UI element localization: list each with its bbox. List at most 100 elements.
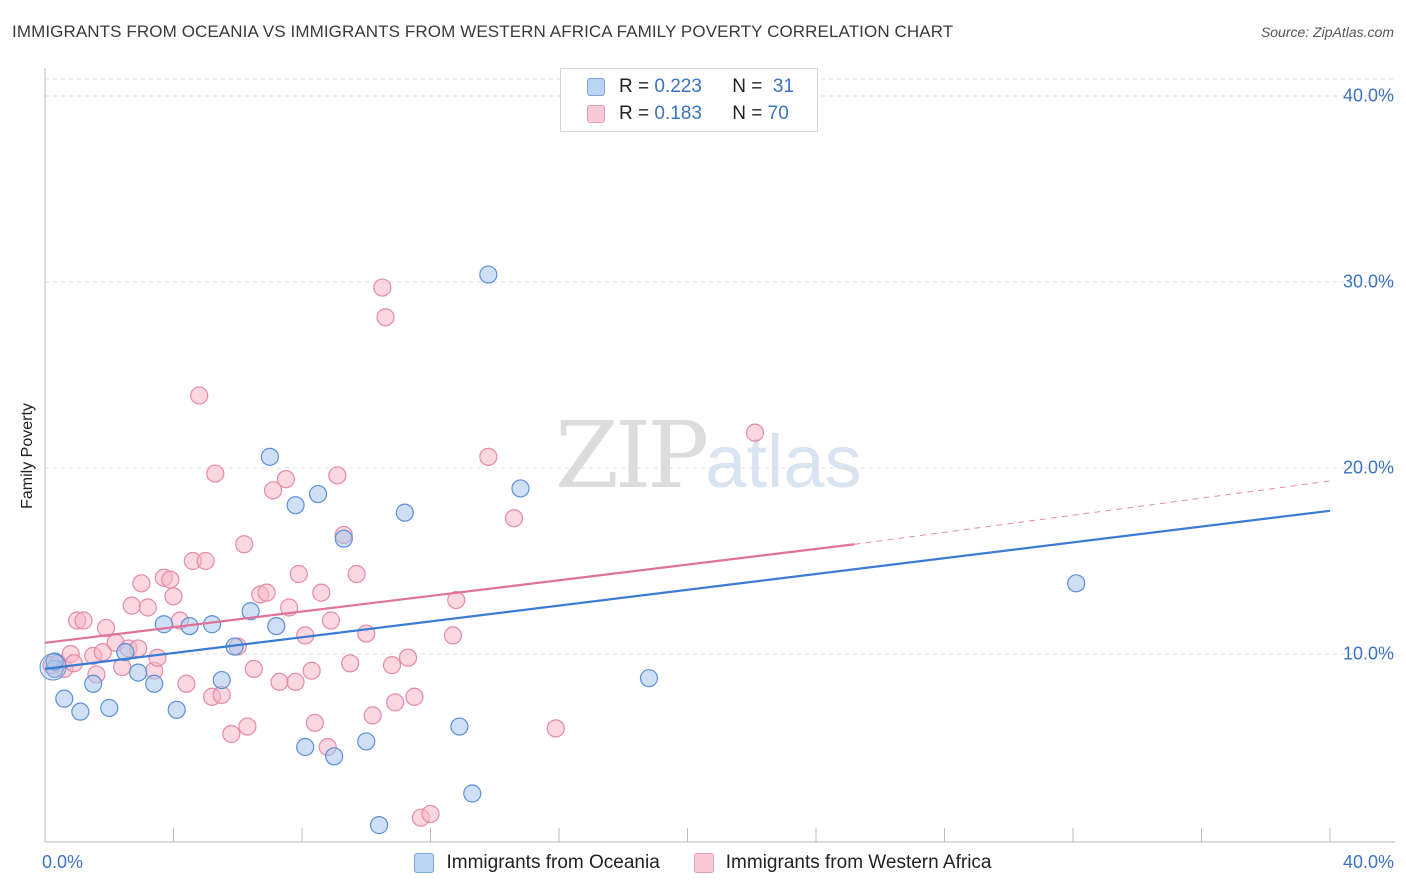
oceania-point [145, 674, 164, 693]
western-africa-point [421, 804, 440, 824]
western-africa-trend-line-extension [854, 480, 1331, 545]
western-africa-point [546, 719, 565, 738]
western-africa-point [177, 674, 196, 693]
legend-n-value: 31 [772, 76, 795, 97]
western-africa-point [479, 447, 498, 466]
western-africa-point [196, 551, 215, 571]
oceania-point [286, 496, 305, 515]
oceania-point [84, 674, 103, 693]
western-africa-point [363, 706, 382, 725]
oceania-point [241, 602, 260, 621]
western-africa-point [238, 717, 257, 736]
y-tick-label: 30.0% [1342, 271, 1394, 292]
western-africa-point [263, 481, 283, 500]
oceania-point [71, 702, 90, 721]
oceania-point [308, 484, 328, 504]
western-africa-point [93, 643, 112, 662]
western-africa-point [328, 466, 347, 485]
y-tick-label: 20.0% [1342, 457, 1394, 478]
western-africa-point [286, 672, 305, 692]
western-africa-point [257, 583, 276, 602]
series-legend-label: Immigrants from Western Africa [725, 852, 992, 873]
oceania-trend-line [44, 509, 1331, 670]
western-africa-point [206, 464, 225, 483]
western-africa-point [276, 470, 296, 489]
oceania-point [479, 265, 498, 284]
western-africa-point [405, 687, 424, 706]
oceania-point [116, 643, 135, 662]
correlation-legend: R = 0.223 N = 31 R = 0.183 N = 70 [560, 68, 818, 132]
axes [44, 68, 1395, 843]
oceania-points [39, 265, 1086, 835]
oceania-point [45, 652, 64, 671]
western-africa-point [302, 661, 321, 680]
western-africa-point [148, 648, 167, 667]
legend-r-value: 0.183 [654, 103, 702, 124]
series-swatch-pink [693, 853, 714, 873]
western-africa-point [235, 535, 254, 554]
western-africa-point [132, 574, 151, 593]
western-africa-point [161, 570, 180, 589]
western-africa-point [398, 648, 418, 667]
oceania-point [370, 816, 389, 835]
gridlines [45, 78, 1395, 655]
oceania-point [395, 503, 414, 522]
western-africa-point [64, 654, 84, 673]
chart-title: IMMIGRANTS FROM OCEANIA VS IMMIGRANTS FR… [12, 22, 954, 41]
western-africa-point [504, 509, 524, 528]
oceania-point [260, 447, 279, 466]
western-africa-point [190, 386, 209, 405]
western-africa-point [164, 587, 183, 606]
series-legend-label: Immigrants from Oceania [446, 852, 660, 873]
legend-n-label: N = [732, 103, 763, 124]
western-africa-point [376, 308, 395, 327]
western-africa-point [312, 583, 331, 602]
western-africa-trend-line [44, 543, 855, 644]
oceania-point [267, 616, 286, 636]
oceania-point [511, 479, 530, 498]
western-africa-point [443, 626, 463, 645]
oceania-point [167, 700, 186, 719]
y-tick-label: 40.0% [1342, 85, 1394, 106]
legend-r-value: 0.223 [654, 76, 702, 97]
legend-swatch-pink [587, 105, 605, 123]
oceania-point [639, 669, 659, 688]
western-africa-point [244, 659, 263, 678]
western-africa-point [74, 611, 93, 630]
series-legend-oceania[interactable]: Immigrants from Oceania [414, 852, 660, 874]
x-tick-label-max: 40.0% [1342, 852, 1394, 872]
western-africa-point [745, 423, 765, 442]
western-africa-point [382, 656, 402, 675]
western-africa-points [42, 278, 765, 827]
western-africa-point [138, 598, 157, 617]
western-africa-point [373, 278, 392, 297]
series-legend-western-africa[interactable]: Immigrants from Western Africa [693, 852, 992, 874]
legend-n-label: N = [732, 76, 763, 97]
trend-lines [44, 480, 1331, 670]
western-africa-point [305, 713, 324, 732]
oceania-point [463, 784, 482, 803]
oceania-point [129, 663, 148, 682]
source-credit: Source: ZipAtlas.com [1260, 24, 1394, 40]
oceania-point [1067, 574, 1086, 593]
y-axis-label: Family Poverty [19, 403, 36, 509]
watermark-zip: ZIP [555, 402, 709, 509]
y-tick-label: 10.0% [1342, 643, 1394, 664]
legend-row-western-africa: R = 0.183 N = 70 [587, 101, 789, 127]
western-africa-point [270, 672, 289, 692]
oceania-point [334, 529, 353, 548]
legend-row-oceania: R = 0.223 N = 31 [587, 74, 794, 100]
oceania-point [55, 689, 74, 708]
western-africa-point [447, 590, 466, 610]
oceania-point [100, 698, 119, 718]
legend-swatch-blue [587, 78, 605, 96]
watermark: ZIPatlas [555, 402, 861, 509]
series-legend: Immigrants from Oceania Immigrants from … [0, 852, 1406, 874]
oceania-point [212, 670, 231, 690]
legend-n-value: 70 [767, 103, 789, 124]
western-africa-point [347, 564, 366, 584]
oceania-point [325, 747, 344, 766]
series-swatch-blue [414, 853, 435, 873]
western-africa-point [222, 724, 241, 744]
